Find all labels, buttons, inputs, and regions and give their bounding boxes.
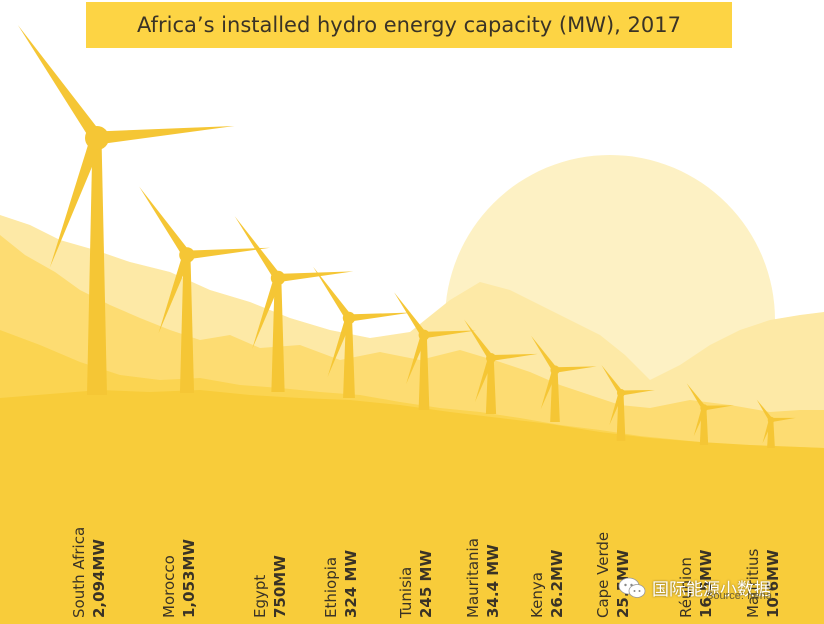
country-name: Morocco <box>160 555 178 618</box>
country-value: 245 MW <box>417 549 435 618</box>
turbine-blade-9-0 <box>756 399 773 422</box>
turbine-blade-0-2 <box>49 135 104 268</box>
turbine-hub-0 <box>85 126 109 150</box>
turbine-tower-1 <box>179 255 195 393</box>
turbine-blade-8-0 <box>686 383 706 410</box>
country-name: Mauritania <box>464 538 482 618</box>
turbine-blade-2-2 <box>252 276 282 350</box>
turbine-tower-5 <box>485 358 497 414</box>
country-label-0: South Africa 2,094MW <box>70 478 108 618</box>
turbine-hub-1 <box>179 247 195 263</box>
turbine-blade-1-0 <box>139 186 191 258</box>
watermark-text: 国际能源小数据 <box>652 580 771 600</box>
country-value: 324 MW <box>342 549 360 618</box>
country-value: 1,053MW <box>180 539 198 618</box>
ground <box>0 390 824 624</box>
turbine-blade-8-1 <box>703 405 734 411</box>
turbine-blade-9-1 <box>770 417 796 423</box>
turbine-hub-7 <box>617 389 625 397</box>
turbine-hub-3 <box>342 311 356 325</box>
turbine-blade-7-2 <box>609 392 624 425</box>
country-value: 26.2MW <box>548 549 566 618</box>
country-name: Ethiopia <box>322 556 340 618</box>
turbine-blade-0-1 <box>96 125 235 145</box>
turbine-blade-6-1 <box>554 366 597 373</box>
turbine-blade-3-0 <box>313 266 352 321</box>
turbine-tower-3 <box>343 318 355 398</box>
turbine-blade-4-1 <box>423 330 477 339</box>
country-label-3: Ethiopia 324 MW <box>322 478 360 618</box>
turbine-blade-5-1 <box>490 353 538 361</box>
turbine-tower-0 <box>87 138 107 395</box>
country-label-2: Egypt 750MW <box>251 478 289 618</box>
turbine-blade-5-0 <box>464 319 494 360</box>
chat-bubbles-icon <box>618 577 646 598</box>
country-label-4: Tunisia 245 MW <box>397 478 435 618</box>
turbine-blade-3-1 <box>348 312 412 322</box>
country-label-text-0: South Africa 2,094MW <box>69 527 109 618</box>
turbine-blade-4-0 <box>394 292 427 337</box>
country-value: 750MW <box>271 555 289 618</box>
turbine-blade-9-2 <box>762 419 774 444</box>
country-label-text-5: Mauritania 34.4 MW <box>463 538 503 618</box>
turbine-hub-6 <box>550 365 560 375</box>
country-label-5: Mauritania 34.4 MW <box>464 478 502 618</box>
source-note: Source: Irena <box>706 590 773 602</box>
turbine-blade-1-2 <box>158 253 192 334</box>
country-label-text-6: Kenya 26.2MW <box>527 550 567 618</box>
country-name: Cape Verde <box>594 531 612 618</box>
chart-title: Africa’s installed hydro energy capacity… <box>137 13 681 37</box>
turbine-blade-3-2 <box>327 316 353 377</box>
turbine-blade-7-0 <box>601 365 624 395</box>
turbine-blade-2-0 <box>234 216 282 281</box>
country-name: South Africa <box>70 526 88 618</box>
turbine-blade-6-2 <box>540 369 558 410</box>
country-value: 2,094MW <box>90 539 108 618</box>
turbine-tower-7 <box>616 393 626 441</box>
country-label-text-3: Ethiopia 324 MW <box>321 550 361 618</box>
turbine-blade-2-1 <box>277 271 354 283</box>
country-label-text-2: Egypt 750MW <box>250 555 290 618</box>
watermark: 国际能源小数据 <box>618 575 771 600</box>
wind-turbines <box>17 24 796 448</box>
turbine-blade-0-0 <box>17 24 103 142</box>
turbine-tower-6 <box>550 370 560 422</box>
country-value: 34.4 MW <box>484 544 502 618</box>
turbine-tower-2 <box>271 278 285 392</box>
turbine-hub-4 <box>418 329 430 341</box>
turbine-blade-1-1 <box>186 247 271 260</box>
country-label-1: Morocco 1,053MW <box>160 478 198 618</box>
country-label-6: Kenya 26.2MW <box>528 478 566 618</box>
country-name: Kenya <box>528 572 546 618</box>
country-name: Egypt <box>251 574 269 618</box>
turbine-blade-7-1 <box>620 390 655 396</box>
turbine-blade-6-0 <box>531 335 558 372</box>
turbine-hub-9 <box>767 416 775 424</box>
country-label-text-4: Tunisia 245 MW <box>396 550 436 618</box>
turbine-tower-4 <box>418 335 430 410</box>
turbine-hub-2 <box>270 270 286 286</box>
turbine-blade-5-2 <box>474 356 494 403</box>
country-name: Tunisia <box>397 566 415 618</box>
turbine-blade-8-2 <box>693 407 707 437</box>
chart-title-box: Africa’s installed hydro energy capacity… <box>86 2 732 48</box>
turbine-hub-5 <box>486 353 496 363</box>
turbine-blade-4-2 <box>406 333 428 385</box>
turbine-hub-8 <box>700 404 708 412</box>
country-label-text-1: Morocco 1,053MW <box>159 539 199 618</box>
